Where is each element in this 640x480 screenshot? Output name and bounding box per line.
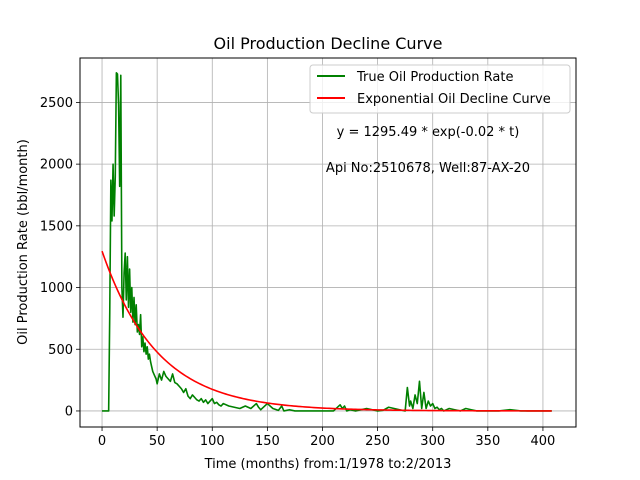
ticks: 0 50 100 150 200 250 300 350 400 0 500 1000 1500 2000… [40, 96, 555, 449]
legend-label-true-rate: True Oil Production Rate [356, 70, 513, 85]
chart-title: Oil Production Decline Curve [214, 34, 443, 53]
legend: True Oil Production Rate Exponential Oil… [309, 64, 571, 114]
x-axis-label: Time (months) from:1/1978 to:2/2013 [204, 457, 452, 472]
x-tick-label: 150 [255, 434, 280, 449]
y-tick-label: 0 [65, 404, 73, 419]
x-tick-label: 400 [531, 434, 556, 449]
legend-box [309, 64, 571, 114]
y-tick-label: 1500 [40, 219, 73, 234]
x-tick-label: 0 [98, 434, 106, 449]
x-tick-label: 50 [149, 434, 166, 449]
y-tick-label: 2500 [40, 96, 73, 111]
x-tick-label: 100 [200, 434, 225, 449]
y-tick-label: 1000 [40, 281, 73, 296]
series-exponential-decline-curve [101, 250, 552, 412]
x-tick-label: 250 [365, 434, 390, 449]
x-tick-label: 200 [310, 434, 335, 449]
y-axis-label: Oil Production Rate (bbl/month) [16, 139, 31, 345]
y-tick-label: 2000 [40, 158, 73, 173]
y-tick-label: 500 [48, 343, 73, 358]
plot-lines [101, 72, 552, 412]
well-annotation: Api No:2510678, Well:87-AX-20 [326, 161, 530, 176]
plot-frame [79, 57, 577, 428]
equation-annotation: y = 1295.49 * exp(-0.02 * t) [337, 125, 520, 140]
x-tick-label: 300 [420, 434, 445, 449]
series-true-oil-production-rate [102, 72, 552, 412]
x-tick-label: 350 [475, 434, 500, 449]
legend-label-decline-curve: Exponential Oil Decline Curve [357, 92, 551, 107]
